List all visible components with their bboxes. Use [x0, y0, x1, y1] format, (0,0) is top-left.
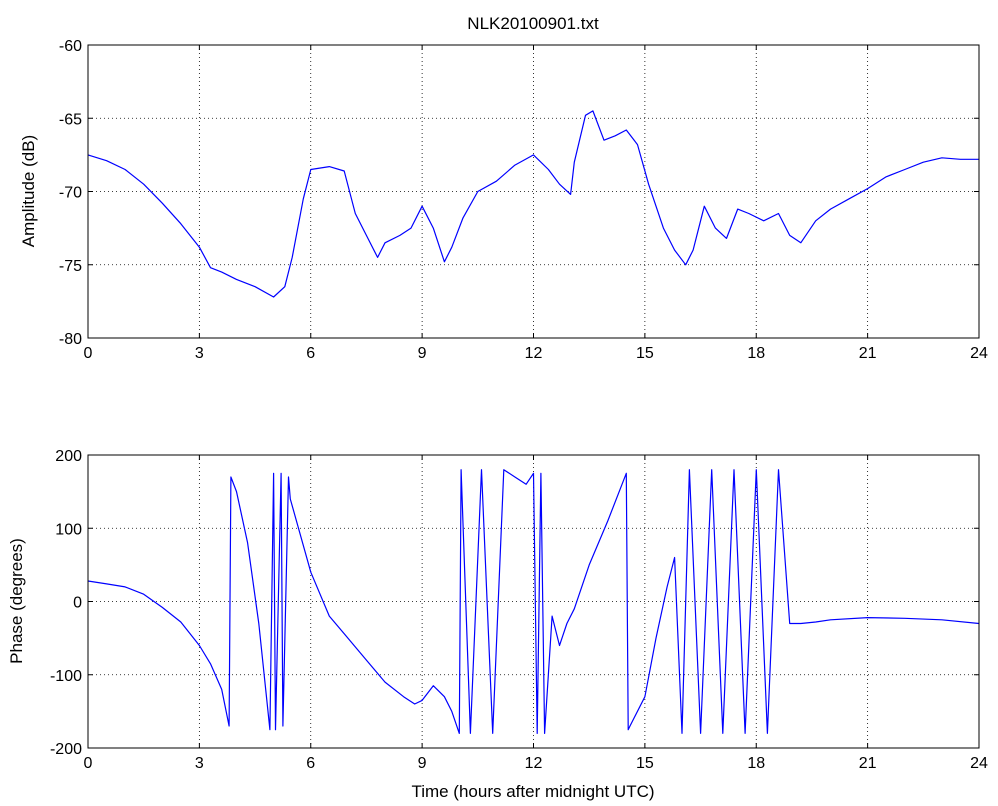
phase-xtick-label: 12	[525, 755, 543, 772]
amplitude-axes-box	[87, 44, 980, 339]
amplitude-grid	[88, 45, 979, 338]
amplitude-xtick-label: 6	[306, 345, 315, 362]
phase-grid	[88, 455, 979, 748]
phase-ticks: 0 3 6 9 12 15 18 21 24 -200 -100 0 100 200	[50, 448, 988, 772]
phase-xtick-label: 3	[195, 755, 204, 772]
amplitude-xtick-label: 12	[525, 345, 543, 362]
phase-xtick-label: 15	[636, 755, 654, 772]
amplitude-ytick-label: -80	[59, 331, 82, 348]
phase-ytick-label: 100	[55, 521, 82, 538]
phase-xtick-label: 24	[970, 755, 988, 772]
phase-xtick-label: 18	[747, 755, 765, 772]
amplitude-xtick-label: 3	[195, 345, 204, 362]
amplitude-xtick-label: 24	[970, 345, 988, 362]
phase-ytick-label: -200	[50, 741, 82, 758]
phase-xlabel: Time (hours after midnight UTC)	[411, 782, 654, 801]
amplitude-xtick-label: 21	[859, 345, 877, 362]
amplitude-ytick-label: -60	[59, 38, 82, 55]
amplitude-ylabel: Amplitude (dB)	[19, 135, 38, 247]
phase-ytick-label: -100	[50, 668, 82, 685]
phase-xtick-label: 6	[306, 755, 315, 772]
phase-panel: 0 3 6 9 12 15 18 21 24 -200 -100 0 100 200 Phase (deg…	[7, 448, 988, 801]
amplitude-xtick-label: 0	[84, 345, 93, 362]
phase-xtick-label: 9	[418, 755, 427, 772]
phase-ytick-label: 200	[55, 448, 82, 465]
amplitude-xtick-label: 18	[747, 345, 765, 362]
amplitude-series-line	[87, 110, 979, 298]
amplitude-ytick-label: -65	[59, 111, 82, 128]
phase-xtick-label: 0	[84, 755, 93, 772]
phase-series-line	[87, 469, 980, 735]
chart-title: NLK20100901.txt	[467, 14, 599, 33]
amplitude-xtick-label: 15	[636, 345, 654, 362]
amplitude-ticks: 0 3 6 9 12 15 18 21 24 -80 -75 -70 -65 -60	[59, 38, 988, 362]
amplitude-ytick-label: -75	[59, 258, 82, 275]
phase-ytick-label: 0	[73, 595, 82, 612]
phase-xtick-label: 21	[859, 755, 877, 772]
amplitude-ytick-label: -70	[59, 185, 82, 202]
amplitude-xtick-label: 9	[418, 345, 427, 362]
amplitude-panel: 0 3 6 9 12 15 18 21 24 -80 -75 -70 -65 -60 Amplitude …	[19, 38, 988, 362]
phase-ylabel: Phase (degrees)	[7, 538, 26, 664]
